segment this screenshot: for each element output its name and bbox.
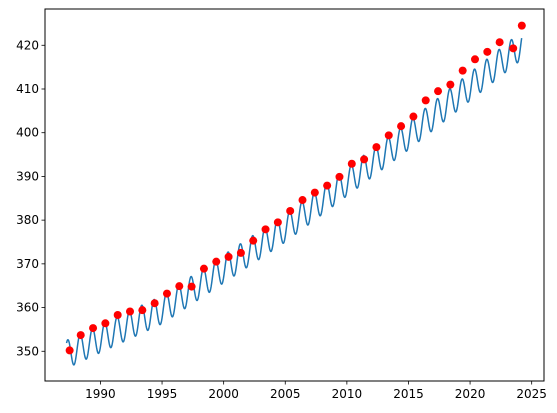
data-point-marker	[236, 248, 245, 257]
x-tick-label: 2025	[516, 387, 547, 401]
data-point-marker	[273, 218, 282, 227]
data-point-marker	[138, 306, 147, 315]
data-point-marker	[372, 143, 381, 152]
axes-frame	[44, 8, 545, 382]
data-point-marker	[495, 38, 504, 47]
data-point-marker	[446, 80, 455, 89]
y-tick-label: 410	[16, 82, 39, 96]
y-tick-label: 370	[16, 257, 39, 271]
y-tick-label: 420	[16, 38, 39, 52]
data-point-marker	[335, 172, 344, 181]
x-tick-label: 2015	[393, 387, 424, 401]
data-point-marker	[150, 299, 159, 308]
x-tick-label: 2000	[208, 387, 239, 401]
data-point-marker	[360, 155, 369, 164]
data-point-marker	[113, 310, 122, 319]
y-tick-label: 390	[16, 169, 39, 183]
y-tick-label: 380	[16, 213, 39, 227]
data-point-marker	[187, 282, 196, 291]
data-point-marker	[286, 206, 295, 215]
series-layer	[65, 37, 523, 366]
data-point-marker	[421, 96, 430, 105]
data-point-marker	[397, 122, 406, 131]
data-point-marker	[76, 331, 85, 340]
data-point-marker	[89, 324, 98, 333]
data-point-marker	[483, 47, 492, 56]
data-point-marker	[298, 196, 307, 205]
data-point-marker	[323, 181, 332, 190]
data-point-marker	[347, 159, 356, 168]
data-point-marker	[224, 252, 233, 261]
marker-layer	[65, 21, 526, 355]
data-point-marker	[384, 131, 393, 140]
data-point-marker	[509, 44, 518, 53]
x-tick-label: 1990	[85, 387, 116, 401]
x-tick-label: 2020	[455, 387, 486, 401]
data-point-marker	[471, 55, 480, 64]
data-point-marker	[175, 282, 184, 291]
y-tick-label: 350	[16, 344, 39, 358]
data-point-marker	[199, 264, 208, 273]
data-point-marker	[517, 21, 526, 30]
data-point-marker	[249, 236, 258, 245]
y-tick-label: 400	[16, 126, 39, 140]
data-point-marker	[434, 87, 443, 96]
series-line	[65, 37, 523, 366]
data-point-marker	[310, 188, 319, 197]
data-point-marker	[458, 66, 467, 75]
y-tick-label: 360	[16, 301, 39, 315]
data-point-marker	[212, 257, 221, 266]
y-axis: 350 360 370 380 390 400 410 420	[16, 38, 45, 358]
data-point-marker	[65, 346, 74, 355]
x-axis: 1990 1995 2000 2005 2010 2015 2020 2025	[85, 381, 547, 401]
x-tick-label: 1995	[147, 387, 178, 401]
data-point-marker	[162, 289, 171, 298]
data-point-marker	[126, 307, 135, 316]
plot-area	[65, 21, 526, 366]
x-tick-label: 2010	[332, 387, 363, 401]
data-point-marker	[261, 225, 270, 234]
data-point-marker	[409, 112, 418, 121]
x-tick-label: 2005	[270, 387, 301, 401]
data-point-marker	[101, 319, 110, 328]
